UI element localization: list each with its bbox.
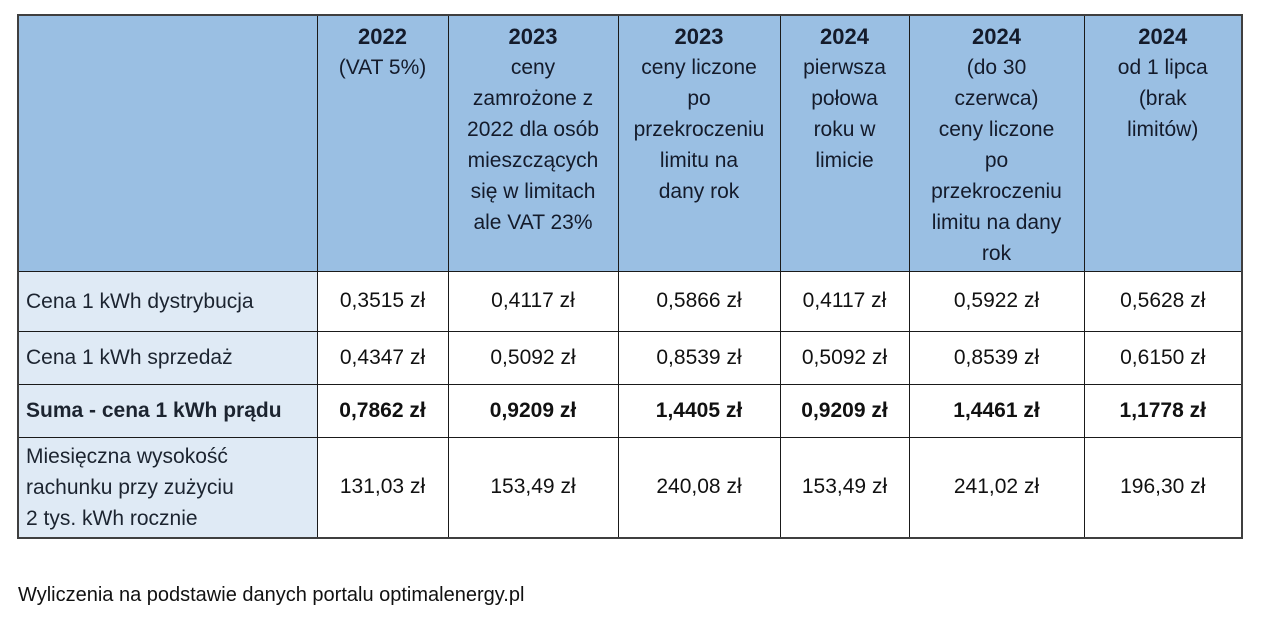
value-cell: 0,3515 zł	[316, 270, 449, 332]
col-header-2023-over-limit: 2023 ceny liczone po przekroczeniu limit…	[617, 14, 781, 272]
table-row-distribution: Cena 1 kWh dystrybucja 0,3515 zł 0,4117 …	[17, 270, 1243, 332]
col-desc: ceny liczone po przekroczeniu limitu na …	[633, 56, 765, 203]
corner-cell	[17, 14, 318, 272]
value-cell: 0,5922 zł	[908, 270, 1085, 332]
value-cell: 196,30 zł	[1083, 436, 1243, 539]
col-year: 2023	[508, 24, 558, 49]
value-cell: 1,4461 zł	[908, 383, 1085, 438]
value-cell: 241,02 zł	[908, 436, 1085, 539]
col-year: 2024	[1138, 24, 1188, 49]
value-cell: 0,9209 zł	[447, 383, 619, 438]
value-cell: 0,4117 zł	[447, 270, 619, 332]
row-label: Cena 1 kWh sprzedaż	[17, 330, 318, 385]
col-year: 2023	[674, 24, 724, 49]
col-header-2024-july: 2024 od 1 lipca (brak limitów)	[1083, 14, 1243, 272]
value-cell: 1,1778 zł	[1083, 383, 1243, 438]
value-cell: 0,8539 zł	[617, 330, 781, 385]
col-year: 2022	[358, 24, 407, 49]
value-cell: 153,49 zł	[779, 436, 910, 539]
row-label: Cena 1 kWh dystrybucja	[17, 270, 318, 332]
electricity-price-table: 2022 (VAT 5%) 2023 ceny zamrożone z 2022…	[17, 14, 1243, 539]
col-header-2024-over-limit: 2024 (do 30 czerwca) ceny liczone po prz…	[908, 14, 1085, 272]
col-desc: pierwsza połowa roku w limicie	[803, 56, 886, 172]
table-row-sum: Suma - cena 1 kWh prądu 0,7862 zł 0,9209…	[17, 383, 1243, 438]
table-row-sale: Cena 1 kWh sprzedaż 0,4347 zł 0,5092 zł …	[17, 330, 1243, 385]
value-cell: 1,4405 zł	[617, 383, 781, 438]
col-header-2023-frozen: 2023 ceny zamrożone z 2022 dla osób mies…	[447, 14, 619, 272]
col-year: 2024	[820, 24, 869, 49]
col-header-2022-vat5: 2022 (VAT 5%)	[316, 14, 449, 272]
value-cell: 131,03 zł	[316, 436, 449, 539]
col-year: 2024	[972, 24, 1021, 49]
value-cell: 0,6150 zł	[1083, 330, 1243, 385]
source-note: Wyliczenia na podstawie danych portalu o…	[18, 584, 525, 606]
header-row: 2022 (VAT 5%) 2023 ceny zamrożone z 2022…	[17, 14, 1243, 272]
row-label: Miesięczna wysokość rachunku przy zużyci…	[17, 436, 318, 539]
value-cell: 0,5866 zł	[617, 270, 781, 332]
col-desc: (do 30 czerwca) ceny liczone po przekroc…	[931, 56, 1062, 265]
value-cell: 153,49 zł	[447, 436, 619, 539]
value-cell: 0,8539 zł	[908, 330, 1085, 385]
value-cell: 240,08 zł	[617, 436, 781, 539]
row-label: Suma - cena 1 kWh prądu	[17, 383, 318, 438]
col-desc: od 1 lipca (brak limitów)	[1117, 56, 1208, 141]
col-header-2024-h1-limit: 2024 pierwsza połowa roku w limicie	[779, 14, 910, 272]
value-cell: 0,9209 zł	[779, 383, 910, 438]
table-header: 2022 (VAT 5%) 2023 ceny zamrożone z 2022…	[17, 14, 1243, 272]
value-cell: 0,4117 zł	[779, 270, 910, 332]
table-row-monthly-bill: Miesięczna wysokość rachunku przy zużyci…	[17, 436, 1243, 539]
value-cell: 0,5092 zł	[447, 330, 619, 385]
value-cell: 0,7862 zł	[316, 383, 449, 438]
table-body: Cena 1 kWh dystrybucja 0,3515 zł 0,4117 …	[17, 270, 1243, 539]
value-cell: 0,5092 zł	[779, 330, 910, 385]
col-desc: ceny zamrożone z 2022 dla osób mieszcząc…	[467, 56, 599, 234]
value-cell: 0,4347 zł	[316, 330, 449, 385]
value-cell: 0,5628 zł	[1083, 270, 1243, 332]
col-desc: (VAT 5%)	[338, 56, 427, 79]
